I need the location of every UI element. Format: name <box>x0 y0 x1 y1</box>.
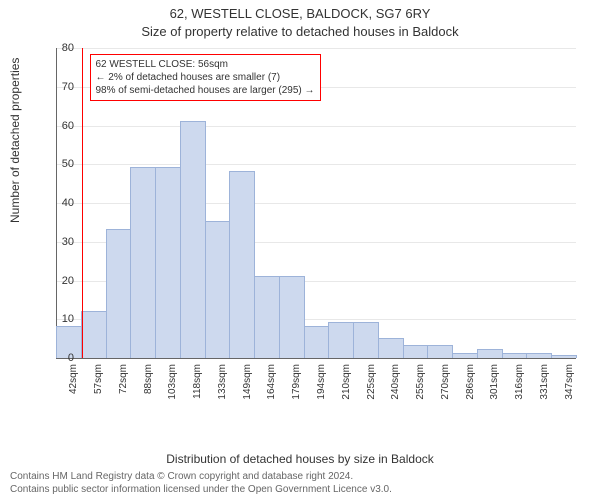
plot-area: 42sqm57sqm72sqm88sqm103sqm118sqm133sqm14… <box>56 48 576 398</box>
y-axis-label: Number of detached properties <box>8 58 22 223</box>
y-tick-label: 80 <box>50 42 74 54</box>
grid-line <box>56 164 576 165</box>
histogram-bar <box>229 171 255 358</box>
histogram-bar <box>328 322 354 358</box>
footer-attribution: Contains HM Land Registry data © Crown c… <box>10 470 392 496</box>
histogram-bar <box>81 311 107 359</box>
y-tick-label: 20 <box>50 275 74 287</box>
histogram-bar <box>279 276 305 358</box>
x-tick-label: 72sqm <box>118 364 129 404</box>
histogram-bar <box>130 167 156 358</box>
annotation-box: 62 WESTELL CLOSE: 56sqm← 2% of detached … <box>90 54 321 101</box>
x-axis-line <box>56 358 576 359</box>
x-tick-label: 286sqm <box>465 364 476 404</box>
y-tick-label: 60 <box>50 120 74 132</box>
x-tick-label: 347sqm <box>564 364 575 404</box>
grid-line <box>56 126 576 127</box>
histogram-bar <box>353 322 379 358</box>
x-tick-label: 57sqm <box>93 364 104 404</box>
annotation-line: ← 2% of detached houses are smaller (7) <box>96 71 315 84</box>
x-tick-label: 331sqm <box>539 364 550 404</box>
x-tick-label: 240sqm <box>390 364 401 404</box>
x-tick-label: 225sqm <box>366 364 377 404</box>
histogram-bar <box>378 338 404 358</box>
x-axis-label: Distribution of detached houses by size … <box>0 452 600 466</box>
y-tick-label: 30 <box>50 236 74 248</box>
y-tick-label: 70 <box>50 81 74 93</box>
annotation-line: 62 WESTELL CLOSE: 56sqm <box>96 58 315 71</box>
x-tick-label: 316sqm <box>514 364 525 404</box>
histogram-bar <box>106 229 132 358</box>
chart-container: 62, WESTELL CLOSE, BALDOCK, SG7 6RY Size… <box>0 0 600 500</box>
x-tick-label: 118sqm <box>192 364 203 404</box>
x-tick-label: 179sqm <box>291 364 302 404</box>
x-tick-label: 149sqm <box>242 364 253 404</box>
annotation-line: 98% of semi-detached houses are larger (… <box>96 84 315 97</box>
histogram-bar <box>403 345 429 358</box>
histogram-bar <box>155 167 181 358</box>
y-tick-label: 40 <box>50 197 74 209</box>
histogram-bar <box>452 353 478 358</box>
y-tick-label: 10 <box>50 313 74 325</box>
marker-line <box>82 48 83 358</box>
chart-title-main: 62, WESTELL CLOSE, BALDOCK, SG7 6RY <box>0 6 600 21</box>
x-tick-label: 103sqm <box>167 364 178 404</box>
x-tick-label: 255sqm <box>415 364 426 404</box>
histogram-bar <box>427 345 453 358</box>
histogram-bar <box>304 326 330 358</box>
grid-line <box>56 48 576 49</box>
histogram-bar <box>477 349 503 358</box>
x-tick-label: 164sqm <box>266 364 277 404</box>
x-tick-label: 133sqm <box>217 364 228 404</box>
x-tick-label: 270sqm <box>440 364 451 404</box>
footer-line-2: Contains public sector information licen… <box>10 483 392 496</box>
x-tick-label: 88sqm <box>143 364 154 404</box>
y-tick-label: 50 <box>50 158 74 170</box>
footer-line-1: Contains HM Land Registry data © Crown c… <box>10 470 392 483</box>
histogram-bar <box>254 276 280 358</box>
histogram-bar <box>526 353 552 358</box>
x-tick-label: 42sqm <box>68 364 79 404</box>
histogram-bar <box>180 121 206 358</box>
histogram-bar <box>551 355 577 358</box>
x-tick-label: 301sqm <box>489 364 500 404</box>
x-tick-label: 194sqm <box>316 364 327 404</box>
x-tick-label: 210sqm <box>341 364 352 404</box>
chart-title-sub: Size of property relative to detached ho… <box>0 24 600 39</box>
histogram-bar <box>502 353 528 358</box>
histogram-bar <box>205 221 231 358</box>
y-tick-label: 0 <box>50 352 74 364</box>
